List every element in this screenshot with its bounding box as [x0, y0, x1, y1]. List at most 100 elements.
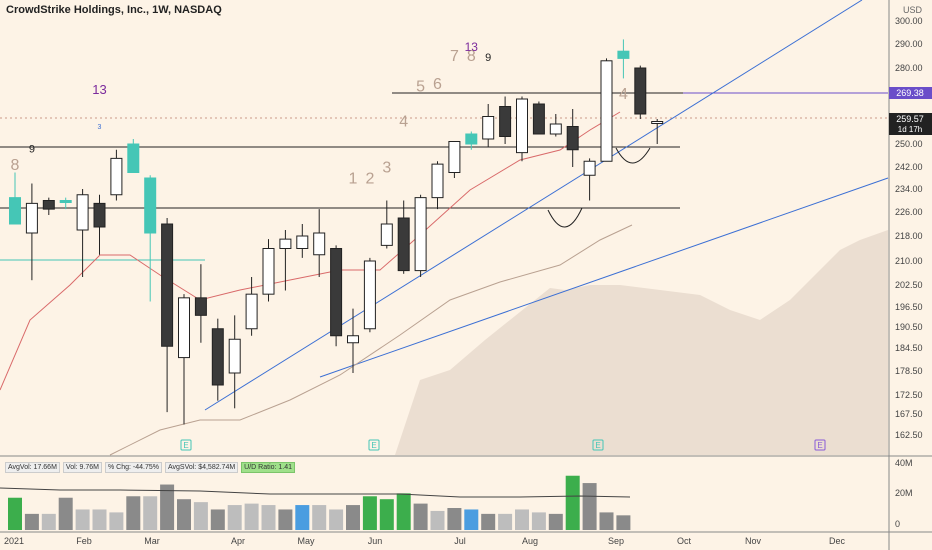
time-axis-label: Sep [608, 536, 624, 546]
candle-body [296, 235, 309, 249]
sequence-count-label: 9 [29, 144, 35, 156]
price-tick-label: 196.50 [895, 302, 923, 312]
avg-dollar-vol-label: AvgSVol: $4,582.74M [164, 462, 239, 473]
candle-body [211, 328, 224, 386]
candle-body [600, 60, 613, 162]
candle-body [583, 160, 596, 176]
volume-bar [531, 512, 546, 530]
candle-body [651, 121, 664, 124]
candle-body [279, 238, 292, 249]
price-tick-label: 162.50 [895, 430, 923, 440]
level-price-tag [889, 87, 932, 99]
candle-body [76, 194, 89, 231]
time-axis-label: Mar [144, 536, 160, 546]
volume-bar [160, 484, 175, 530]
volume-bar [362, 496, 377, 530]
volume-bar [8, 497, 22, 530]
price-tick-label: 226.00 [895, 207, 923, 217]
price-tick-label: 178.50 [895, 366, 923, 376]
countdown-text: 1d 17h [898, 125, 922, 134]
sequence-count-label: 8 [467, 48, 476, 65]
volume-bar [41, 513, 56, 530]
candle-body [25, 202, 38, 234]
volume-bar [616, 515, 631, 530]
volume-bar [582, 483, 597, 530]
time-axis-label: Feb [76, 536, 92, 546]
volume-bar [109, 512, 124, 530]
candle-body [42, 200, 55, 210]
volume-bar [515, 509, 529, 530]
current-price-tag [889, 113, 932, 135]
candle-body [144, 177, 157, 234]
volume-bar [447, 508, 462, 530]
volume-bar [126, 496, 141, 530]
price-tick-label: 300.00 [895, 16, 923, 26]
sequence-count-label: 9 [485, 52, 491, 64]
candle-body [397, 217, 410, 272]
candle-body [363, 260, 376, 330]
currency-label: USD [902, 5, 922, 15]
candle-body [448, 141, 461, 173]
ud-ratio-label: U/D Ratio: 1.41 [241, 462, 296, 473]
volume-bar [278, 509, 293, 530]
level-price-text: 269.38 [896, 88, 924, 98]
candle-body [110, 157, 123, 196]
time-axis-label: Nov [745, 536, 762, 546]
candle-body [93, 202, 106, 228]
current-price-text: 259.57 [896, 114, 924, 124]
volume-bar [58, 497, 73, 530]
sequence-count-label: 5 [416, 78, 425, 95]
sequence-count-label: 3 [98, 124, 102, 131]
earnings-marker [180, 439, 192, 451]
price-tick-label: 250.00 [895, 139, 923, 149]
candle-body [380, 223, 393, 246]
time-axis-label: Apr [231, 536, 245, 546]
candle-body [127, 143, 140, 173]
cup-arc-2 [615, 147, 651, 164]
candle-body [228, 338, 241, 374]
volume-legend: AvgVol: 17.66M Vol: 9.76M % Chg: -44.75%… [5, 462, 296, 473]
candle-body [194, 297, 207, 316]
candle-body [617, 50, 630, 59]
time-axis-label: 2021 [4, 536, 24, 546]
candle-body [414, 197, 427, 272]
candle-body [566, 126, 579, 151]
volume-bar [295, 505, 310, 530]
time-axis-label: Oct [677, 536, 692, 546]
ma-slow [109, 224, 633, 456]
price-tick-label: 210.00 [895, 256, 923, 266]
sequence-count-label: 4 [619, 86, 628, 103]
candle-body [313, 232, 326, 256]
earnings-marker-label: E [595, 441, 600, 450]
candle-body [465, 133, 478, 145]
volume-bar [193, 502, 208, 530]
price-tick-label: 234.00 [895, 184, 923, 194]
candle-body [178, 297, 190, 359]
volume-bar [312, 505, 327, 530]
sequence-count-label: 4 [399, 114, 408, 131]
price-tick-label: 280.00 [895, 63, 923, 73]
volume-bar [210, 509, 225, 530]
candle-body [262, 248, 275, 295]
earnings-marker-label: E [817, 441, 822, 450]
volume-bar [261, 505, 276, 530]
time-axis-label: Jul [454, 536, 466, 546]
volume-bar [396, 493, 411, 530]
volume-bar [498, 513, 513, 530]
price-tick-label: 184.50 [895, 343, 923, 353]
sequence-count-label: 7 [450, 48, 459, 65]
volume-bar [346, 505, 360, 530]
time-axis-label: Aug [522, 536, 538, 546]
volume-bar [548, 513, 563, 530]
time-axis-label: Jun [368, 536, 383, 546]
sequence-count-label: 1 [349, 171, 358, 188]
price-tick-label: 290.00 [895, 39, 923, 49]
volume-bar [143, 496, 158, 530]
candle-body [634, 67, 647, 115]
sequence-count-label: 8 [11, 157, 20, 174]
earnings-marker [814, 439, 826, 451]
volume-bar [599, 512, 614, 530]
volume-bar [227, 505, 242, 530]
volume-bar [244, 503, 259, 530]
